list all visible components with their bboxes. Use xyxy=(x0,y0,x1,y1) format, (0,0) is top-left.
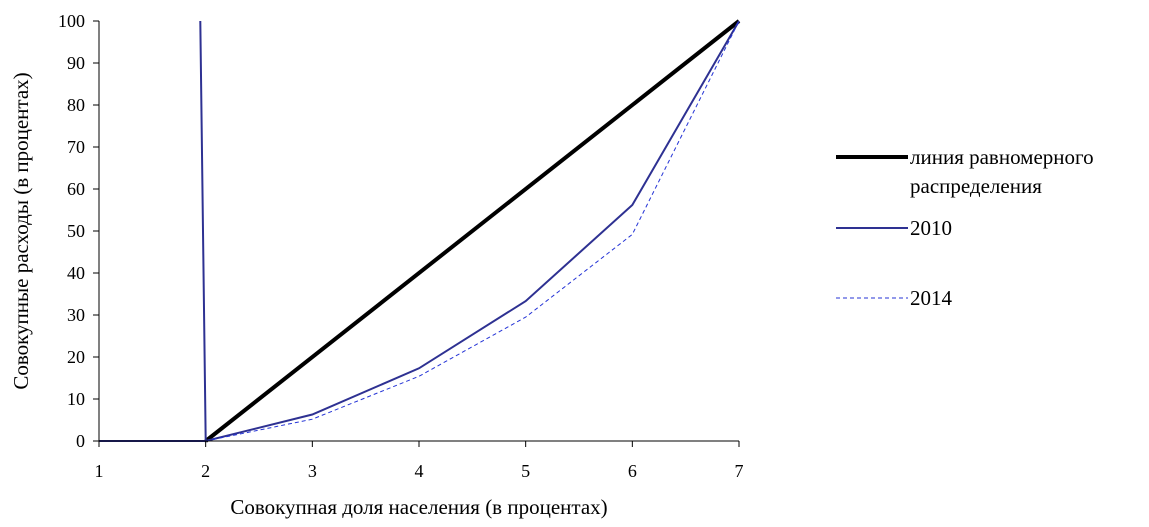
tick-labels: 0 10 20 30 40 50 60 70 80 90 100 1 2 3 4 5 6 7 xyxy=(58,11,744,481)
x-tick-label: 2 xyxy=(201,461,210,481)
y-tick-label: 60 xyxy=(67,179,85,199)
x-tick-label: 6 xyxy=(628,461,637,481)
equality-line xyxy=(204,19,741,443)
x-tick-label: 3 xyxy=(308,461,317,481)
axes xyxy=(93,20,740,447)
y-tick-label: 10 xyxy=(67,389,85,409)
y-tick-label: 0 xyxy=(76,431,85,451)
y-tick-label: 50 xyxy=(67,221,85,241)
y-tick-label: 90 xyxy=(67,53,85,73)
y-tick-label: 70 xyxy=(67,137,85,157)
legend-label: линия равномерного xyxy=(910,145,1094,169)
legend-entry-2010: 2010 xyxy=(836,216,952,240)
series-2014-line xyxy=(205,20,740,442)
y-tick-label: 100 xyxy=(58,11,85,31)
plot-lines xyxy=(99,19,741,443)
x-axis-title: Совокупная доля населения (в процентах) xyxy=(230,495,607,519)
x-tick-label: 5 xyxy=(521,461,530,481)
y-tick-label: 20 xyxy=(67,347,85,367)
series-2010-line xyxy=(99,20,740,443)
x-tick-label: 4 xyxy=(415,461,424,481)
x-tick-label: 1 xyxy=(95,461,104,481)
legend-entry-equality: линия равномерного распределения xyxy=(836,145,1094,198)
x-tick-label: 7 xyxy=(735,461,744,481)
legend-label: распределения xyxy=(910,174,1042,198)
y-axis-title: Совокупные расходы (в процентах) xyxy=(9,72,33,389)
legend-entry-2014: 2014 xyxy=(836,286,953,310)
y-tick-label: 30 xyxy=(67,305,85,325)
y-tick-label: 80 xyxy=(67,95,85,115)
legend-label: 2014 xyxy=(910,286,953,310)
legend-label: 2010 xyxy=(910,216,952,240)
legend: линия равномерного распределения 2010 2014 xyxy=(836,145,1094,310)
y-tick-label: 40 xyxy=(67,263,85,283)
